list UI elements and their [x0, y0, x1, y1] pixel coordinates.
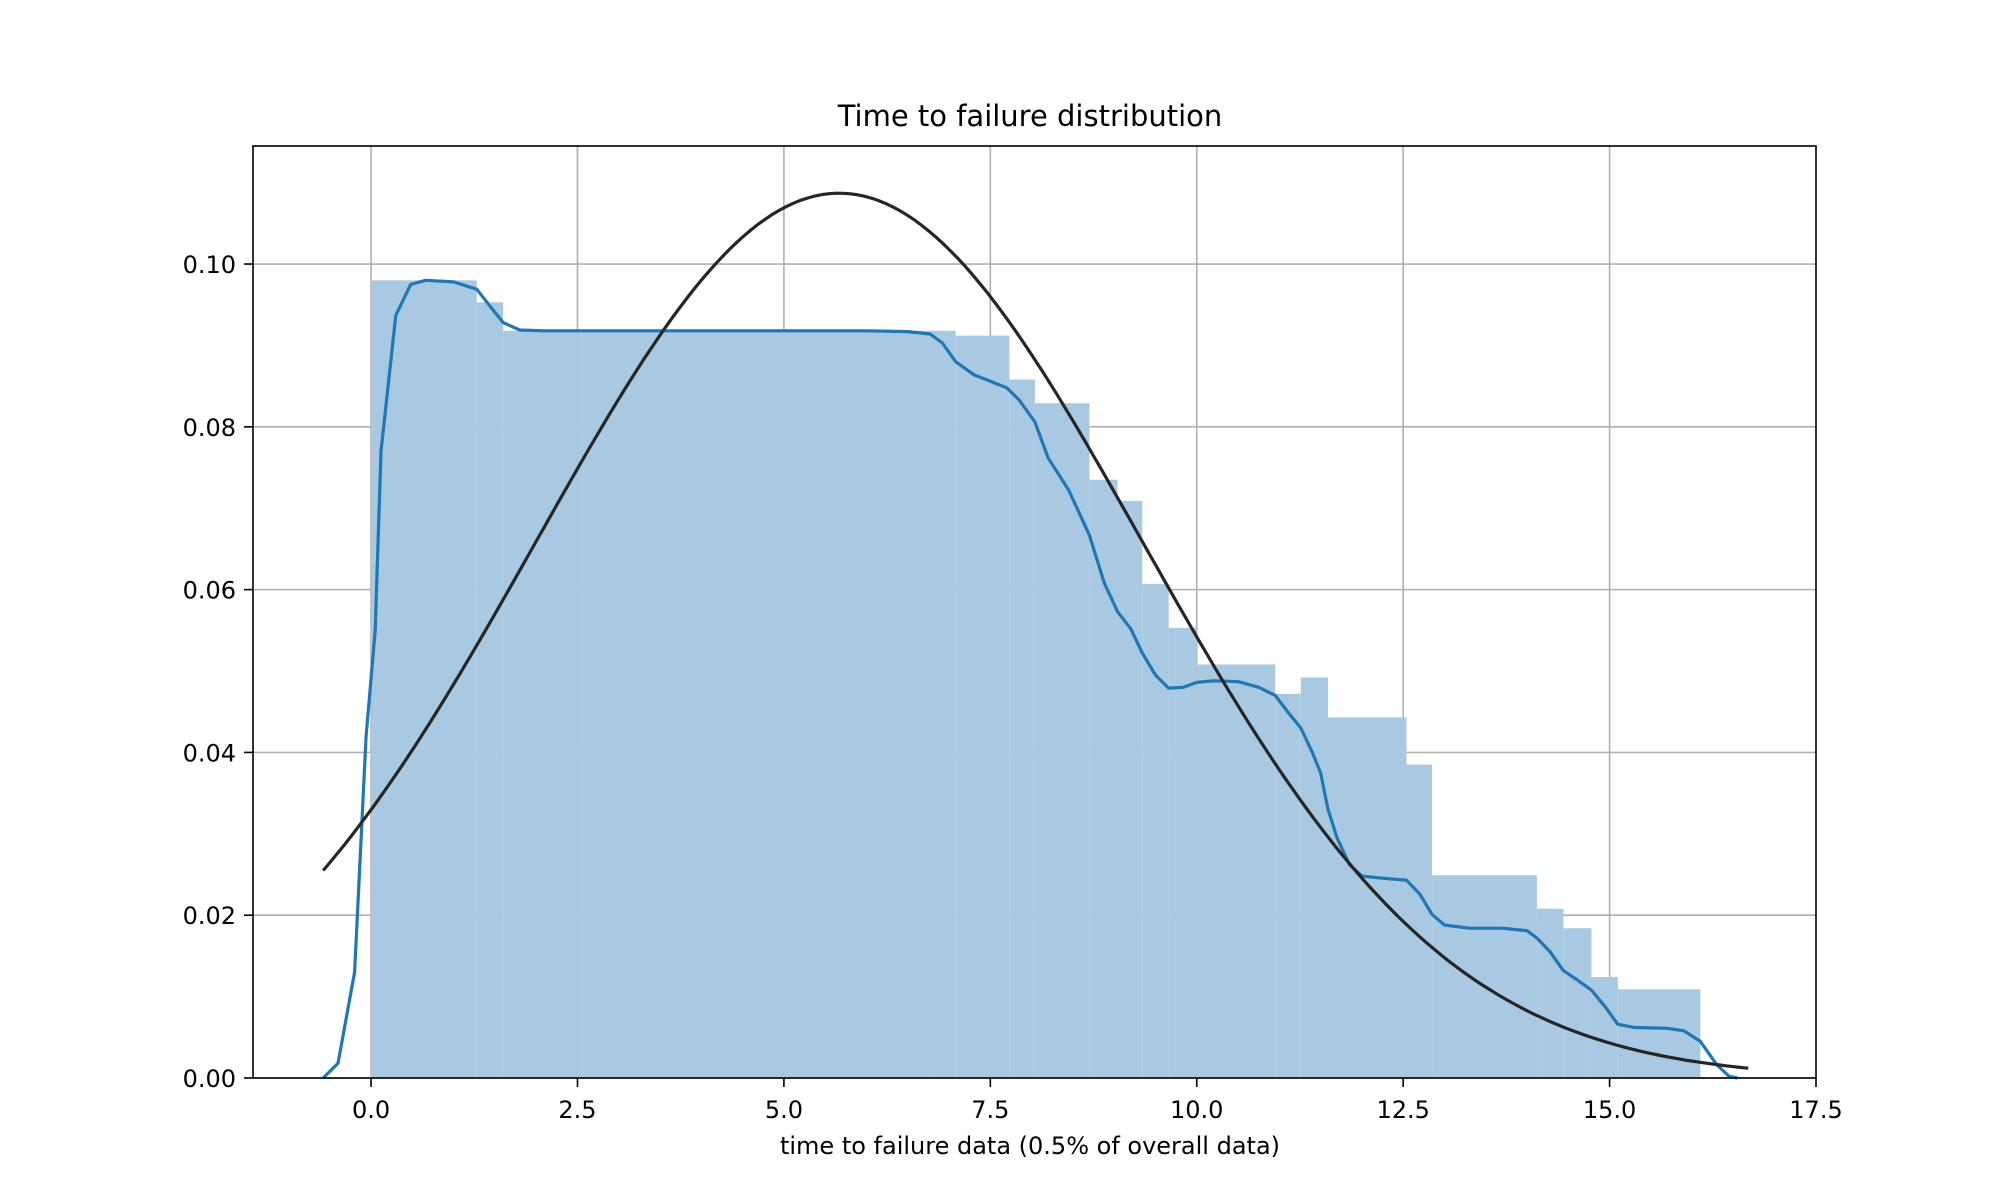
- histogram-bar: [476, 302, 504, 1078]
- y-tick-label: 0.10: [183, 251, 236, 279]
- series-lines: [321, 191, 1749, 1080]
- y-tick-label: 0.02: [183, 902, 236, 930]
- x-tick-label: 12.5: [1376, 1096, 1429, 1124]
- x-tick-label: 0.0: [352, 1096, 390, 1124]
- histogram-bar: [1034, 403, 1090, 1079]
- histogram-bar: [371, 280, 477, 1078]
- histogram-bar: [1089, 479, 1118, 1078]
- x-tick-label: 5.0: [765, 1096, 803, 1124]
- axis-ticks: 0.0 2.5 5.0 7.5 10.0 12.5 15.0 17.5 0.00 0.02 0.04…: [183, 251, 1843, 1124]
- histogram-bar: [1142, 583, 1169, 1078]
- x-tick-label: 17.5: [1789, 1096, 1842, 1124]
- y-tick-label: 0.00: [183, 1065, 236, 1093]
- histogram-bar: [1196, 664, 1276, 1078]
- histogram-bar: [1591, 977, 1618, 1078]
- kde-line: [322, 278, 1738, 1080]
- x-tick-label: 2.5: [558, 1096, 596, 1124]
- histogram-bar: [1536, 908, 1564, 1078]
- y-tick-label: 0.06: [183, 577, 236, 605]
- y-tick-label: 0.04: [183, 739, 236, 767]
- histogram-bar: [1117, 500, 1143, 1078]
- histogram-bar: [955, 335, 1010, 1078]
- x-tick-label: 10.0: [1170, 1096, 1223, 1124]
- x-tick-label: 7.5: [971, 1096, 1009, 1124]
- histogram-bar: [930, 330, 956, 1078]
- histogram-bar: [1328, 717, 1407, 1078]
- y-tick-label: 0.08: [183, 414, 236, 442]
- histogram-bar: [1432, 875, 1537, 1078]
- histogram-bar: [503, 330, 931, 1078]
- histogram-bars: [371, 280, 1701, 1079]
- histogram-bar: [1300, 677, 1329, 1078]
- chart-title: Time to failure distribution: [837, 99, 1223, 133]
- histogram-bar: [1406, 764, 1433, 1078]
- histogram-bar: [1009, 379, 1035, 1078]
- histogram-bar: [1275, 693, 1301, 1078]
- plot-frame: [252, 145, 1817, 1079]
- histogram-bar: [1168, 627, 1197, 1078]
- x-axis-title: time to failure data (0.5% of overall da…: [780, 1132, 1280, 1160]
- normal-fit-line: [321, 191, 1749, 1070]
- histogram-bar: [1563, 928, 1592, 1078]
- x-tick-label: 15.0: [1583, 1096, 1636, 1124]
